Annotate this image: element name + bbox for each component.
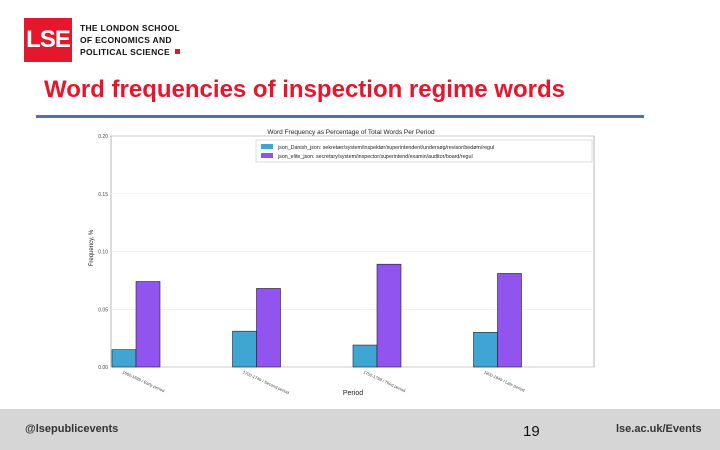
- y-axis-label: Frequency, %: [89, 229, 95, 266]
- y-tick-label: 0.05: [98, 307, 108, 313]
- x-axis-label: Period: [343, 390, 363, 397]
- footer-handle[interactable]: @lsepublicevents: [25, 423, 119, 435]
- x-tick-label: 1750-1799 / Third period: [363, 369, 407, 393]
- logo-red-square: [174, 49, 180, 54]
- bar-series-1-cat-1: [111, 349, 137, 368]
- bar-series-1-cat-2: [232, 330, 257, 368]
- bar-series-2-cat-3: [376, 263, 402, 368]
- legend-swatch-2: [261, 153, 273, 158]
- logo-line-1: THE LONDON SCHOOL: [80, 23, 181, 33]
- legend-label-1: json_Danish_json: sekretær/system/inspek…: [277, 145, 494, 151]
- logo-line-3: POLITICAL SCIENCE: [80, 46, 180, 58]
- y-tick-label: 0.15: [98, 192, 108, 198]
- legend-label-2: json_elite_json: secretary/system/inspec…: [277, 154, 473, 160]
- bar-chart: Word Frequency as Percentage of Total Wo…: [89, 129, 595, 397]
- lse-logo: LSE: [24, 18, 72, 62]
- legend-swatch-1: [261, 144, 273, 149]
- footer-bar: @lsepublicevents 19 lse.ac.uk/Events: [0, 409, 720, 450]
- legend-frame: [255, 139, 593, 163]
- bar-series-1-cat-4: [473, 332, 498, 368]
- bar-series-1-cat-3: [352, 344, 378, 368]
- title-rule: [36, 115, 644, 118]
- logo-line-2: OF ECONOMICS AND: [80, 34, 180, 46]
- lse-logo-mark: LSE: [26, 26, 71, 53]
- bar-series-2-cat-2: [256, 288, 281, 368]
- bar-series-2-cat-1: [135, 281, 161, 368]
- chart-legend: json_Danish_json: sekretær/system/inspek…: [255, 139, 593, 163]
- y-tick-label: 0.10: [98, 250, 108, 256]
- logo-line-3-text: POLITICAL SCIENCE: [80, 47, 170, 57]
- logo-line-2-text: OF ECONOMICS AND: [80, 35, 172, 45]
- chart-title: Word Frequency as Percentage of Total Wo…: [267, 129, 435, 136]
- y-tick-label: 0.20: [98, 134, 108, 140]
- y-tick-label: 0.00: [98, 365, 108, 371]
- footer-url[interactable]: lse.ac.uk/Events: [616, 423, 702, 435]
- page-number: 19: [523, 423, 540, 440]
- bar-series-2-cat-4: [497, 273, 522, 368]
- x-tick-label: 1800-1849 / Late period: [483, 369, 526, 393]
- lse-logo-text: THE LONDON SCHOOL OF ECONOMICS AND POLIT…: [80, 22, 180, 58]
- plot-area: 0.00 0.05 0.10 0.15 0.20 1660-1699 / Early pe…: [98, 134, 595, 396]
- x-tick-label: 1660-1699 / Early period: [122, 369, 166, 393]
- slide-title: Word frequencies of inspection regime wo…: [44, 76, 565, 103]
- x-tick-label: 1700-1749 / Second period: [242, 369, 291, 395]
